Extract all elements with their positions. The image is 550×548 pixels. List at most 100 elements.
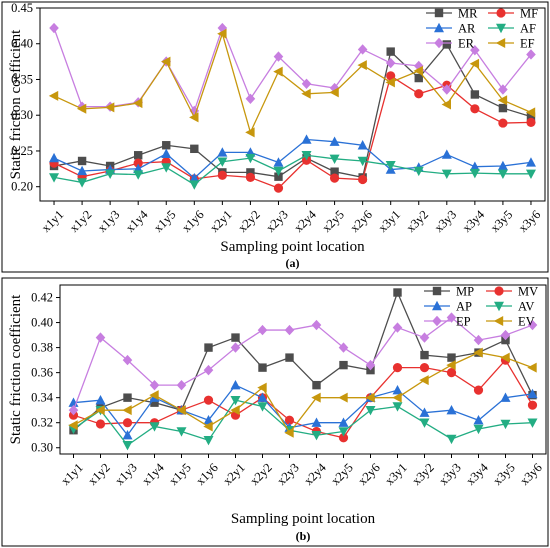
data-point bbox=[338, 433, 349, 443]
data-point bbox=[258, 363, 267, 372]
x-tick-label: x3y3 bbox=[436, 460, 464, 488]
x-tick-label: x2y5 bbox=[328, 460, 356, 488]
data-point bbox=[257, 324, 268, 336]
data-point bbox=[49, 22, 59, 34]
data-point bbox=[104, 102, 115, 113]
x-tick-label: x2y6 bbox=[355, 460, 383, 488]
data-point bbox=[498, 118, 508, 128]
x-tick-label: x2y6 bbox=[347, 207, 375, 235]
x-tick-label: x2y2 bbox=[247, 460, 275, 488]
data-point bbox=[203, 395, 214, 405]
data-point bbox=[122, 405, 132, 416]
data-point bbox=[392, 402, 403, 412]
data-point bbox=[176, 379, 187, 391]
data-point bbox=[230, 342, 241, 353]
data-point bbox=[257, 402, 268, 412]
x-tick-label: x3y2 bbox=[409, 460, 437, 488]
data-point bbox=[392, 384, 403, 395]
x-tick-label: x1y6 bbox=[193, 460, 221, 488]
data-point bbox=[526, 112, 536, 121]
data-point bbox=[76, 103, 87, 114]
legend-label: MF bbox=[520, 7, 538, 21]
data-point bbox=[338, 427, 349, 437]
x-tick-label: x2y4 bbox=[291, 207, 319, 235]
data-point bbox=[161, 163, 172, 173]
data-point bbox=[386, 47, 395, 56]
data-point bbox=[446, 434, 457, 445]
data-point bbox=[230, 395, 241, 406]
data-point bbox=[500, 419, 511, 430]
data-point bbox=[273, 51, 284, 62]
legend-marker bbox=[496, 8, 506, 18]
data-point bbox=[190, 144, 199, 154]
legend-marker bbox=[432, 315, 442, 327]
data-point bbox=[230, 379, 241, 390]
legend-item: EV bbox=[486, 315, 535, 329]
data-point bbox=[176, 427, 187, 437]
data-point bbox=[257, 382, 267, 393]
x-tick-label: x2y1 bbox=[220, 460, 248, 488]
x-tick-label: x3y6 bbox=[516, 207, 544, 235]
data-point bbox=[330, 167, 339, 176]
plot-area-border bbox=[59, 284, 547, 455]
legend-item: AV bbox=[486, 300, 534, 314]
x-tick-label: x1y5 bbox=[166, 460, 194, 488]
data-point bbox=[203, 436, 214, 446]
data-point bbox=[203, 364, 214, 376]
data-point bbox=[525, 157, 536, 167]
data-point bbox=[338, 342, 349, 353]
data-point bbox=[149, 422, 160, 432]
data-point bbox=[385, 77, 395, 88]
data-point bbox=[95, 394, 106, 405]
data-point bbox=[365, 405, 376, 416]
data-point bbox=[284, 427, 294, 438]
data-point bbox=[469, 161, 480, 171]
data-point bbox=[217, 28, 227, 39]
x-tick-label: x2y2 bbox=[235, 207, 263, 235]
legend-label: EF bbox=[520, 37, 535, 51]
data-point bbox=[301, 78, 312, 89]
legend-label: MR bbox=[458, 7, 478, 21]
data-point bbox=[68, 404, 79, 416]
data-point bbox=[329, 154, 340, 165]
data-point bbox=[245, 93, 256, 104]
data-point bbox=[68, 420, 78, 431]
data-point bbox=[245, 153, 256, 164]
data-point bbox=[150, 398, 159, 407]
legend-item: AF bbox=[488, 22, 536, 36]
data-point bbox=[284, 324, 295, 336]
x-tick-label: x1y5 bbox=[151, 207, 179, 235]
data-point bbox=[161, 148, 172, 159]
legend-item: MV bbox=[486, 285, 538, 299]
y-tick-label: 0.45 bbox=[11, 1, 33, 15]
data-point bbox=[329, 87, 339, 98]
x-tick-label: x2y3 bbox=[263, 207, 291, 235]
series-mv bbox=[68, 355, 538, 443]
data-point bbox=[441, 99, 452, 110]
x-tick-label: x1y1 bbox=[58, 460, 86, 488]
data-point bbox=[419, 332, 430, 343]
series-ep bbox=[68, 312, 538, 416]
data-point bbox=[246, 168, 255, 177]
data-point bbox=[357, 156, 368, 167]
data-point bbox=[442, 40, 452, 49]
data-point bbox=[527, 362, 537, 373]
plot-area-border bbox=[39, 7, 546, 202]
data-point bbox=[338, 392, 348, 403]
data-point bbox=[257, 392, 268, 402]
data-point bbox=[526, 117, 536, 127]
data-point bbox=[301, 134, 312, 144]
data-point bbox=[441, 149, 452, 159]
data-point bbox=[498, 84, 508, 95]
data-point bbox=[189, 105, 200, 117]
data-point bbox=[525, 107, 536, 118]
data-point bbox=[189, 172, 200, 183]
x-tick-label: x1y1 bbox=[39, 207, 67, 235]
data-point bbox=[419, 407, 430, 417]
data-point bbox=[203, 421, 213, 432]
data-point bbox=[312, 380, 321, 390]
x-tick-label: x3y4 bbox=[460, 207, 488, 235]
data-point bbox=[217, 157, 228, 167]
series-ar bbox=[49, 134, 536, 183]
legend-marker bbox=[434, 8, 444, 18]
